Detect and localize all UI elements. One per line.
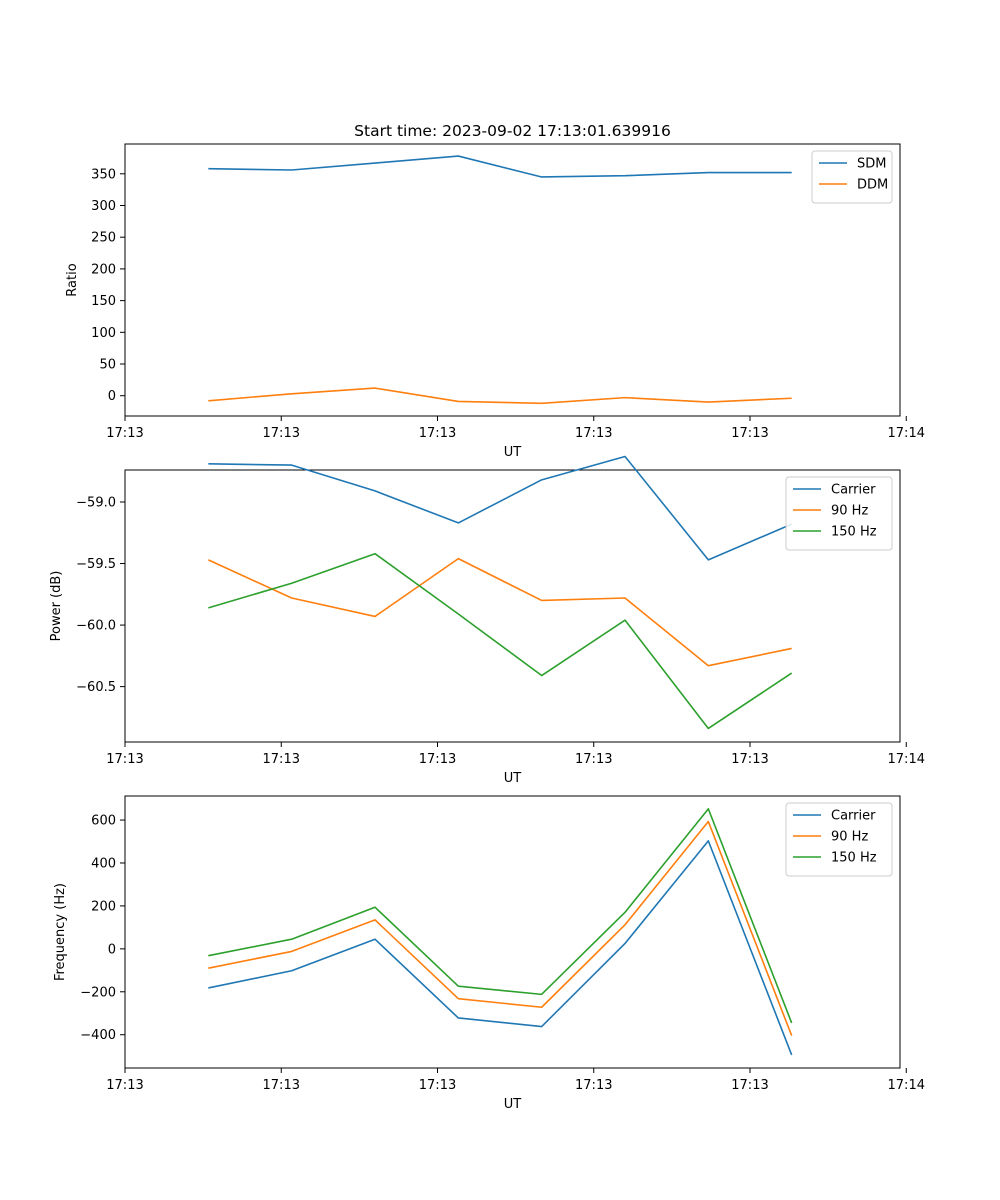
x-tick-label: 17:13	[419, 752, 456, 767]
y-tick-label: 0	[108, 942, 116, 957]
x-tick-label: 17:13	[575, 752, 612, 767]
x-axis-label: UT	[504, 445, 522, 460]
legend-label: Carrier	[831, 483, 876, 498]
y-tick-label: 150	[91, 294, 116, 309]
legend-label: 90 Hz	[831, 504, 868, 519]
y-axis-label: Power (dB)	[49, 571, 64, 642]
legend: SDM DDM	[811, 150, 893, 204]
series-line-ddm	[208, 387, 792, 405]
y-tick-label: −60.0	[76, 619, 116, 634]
x-tick-label: 17:13	[106, 752, 143, 767]
chart-panel-1: 17:13 17:13 17:13 17:13 17:13 17:14 0 50 100 150 2…	[65, 143, 925, 460]
legend-label: 150 Hz	[831, 525, 877, 540]
x-tick-label: 17:13	[106, 1078, 143, 1093]
y-tick-label: 300	[91, 199, 116, 214]
series-line-90-hz	[208, 557, 792, 667]
y-axis-label: Frequency (Hz)	[53, 883, 68, 981]
legend: Carrier 90 Hz 150 Hz	[785, 476, 893, 551]
axes-frame	[124, 795, 901, 1069]
y-tick-label: −59.5	[76, 557, 116, 572]
y-tick-label: 350	[91, 167, 116, 182]
series-line-sdm	[208, 155, 792, 178]
x-tick-label: 17:13	[731, 752, 768, 767]
axes-frame	[124, 469, 901, 743]
x-tick-label: 17:13	[575, 426, 612, 441]
x-tick-label: 17:14	[888, 752, 925, 767]
chart-title: Start time: 2023-09-02 17:13:01.639916	[354, 122, 671, 140]
y-tick-label: −400	[80, 1028, 116, 1043]
legend-label: 90 Hz	[831, 830, 868, 845]
y-tick-label: 400	[91, 856, 116, 871]
y-tick-label: 200	[91, 262, 116, 277]
x-tick-label: 17:13	[263, 426, 300, 441]
chart-panel-2: 17:13 17:13 17:13 17:13 17:13 17:14 −59.0 −59.5…	[49, 455, 925, 786]
y-tick-label: 250	[91, 231, 116, 246]
x-axis-label: UT	[504, 771, 522, 786]
x-tick-label: 17:14	[888, 426, 925, 441]
x-tick-label: 17:13	[263, 1078, 300, 1093]
x-tick-label: 17:13	[731, 1078, 768, 1093]
y-tick-label: −200	[80, 985, 116, 1000]
y-axis-label: Ratio	[65, 263, 80, 296]
y-tick-label: 50	[99, 358, 116, 373]
legend-box	[811, 150, 893, 204]
x-tick-label: 17:13	[419, 426, 456, 441]
series-line-90-hz	[208, 820, 793, 1036]
x-tick-label: 17:13	[263, 752, 300, 767]
x-tick-label: 17:14	[888, 1078, 925, 1093]
chart-panel-3: 17:13 17:13 17:13 17:13 17:13 17:14 600 400 200 0…	[53, 795, 925, 1112]
y-tick-label: −59.0	[76, 496, 116, 511]
x-tick-label: 17:13	[419, 1078, 456, 1093]
x-tick-label: 17:13	[731, 426, 768, 441]
y-tick-label: 200	[91, 899, 116, 914]
legend-label: SDM	[857, 157, 886, 172]
legend-label: 150 Hz	[831, 851, 877, 866]
x-tick-label: 17:13	[106, 426, 143, 441]
legend: Carrier 90 Hz 150 Hz	[785, 802, 893, 877]
series-line-carrier	[208, 840, 793, 1056]
x-tick-label: 17:13	[575, 1078, 612, 1093]
y-tick-label: 0	[108, 389, 116, 404]
legend-label: Carrier	[831, 809, 876, 824]
legend-label: DDM	[857, 178, 888, 193]
y-tick-label: 600	[91, 814, 116, 829]
series-line-150-hz	[208, 552, 793, 730]
series-line-150-hz	[208, 808, 793, 1024]
y-tick-label: 100	[91, 326, 116, 341]
series-line-carrier	[208, 455, 792, 561]
y-tick-label: −60.5	[76, 680, 116, 695]
axes-frame	[124, 143, 901, 417]
x-axis-label: UT	[504, 1097, 522, 1112]
